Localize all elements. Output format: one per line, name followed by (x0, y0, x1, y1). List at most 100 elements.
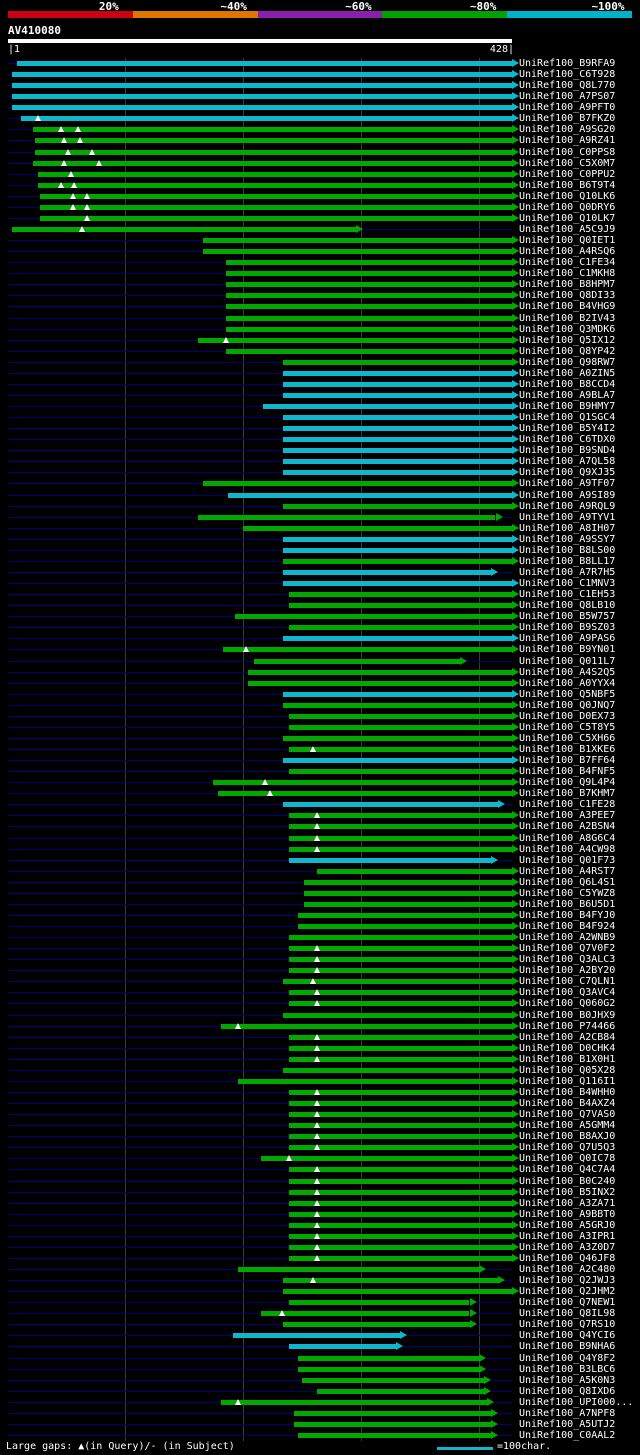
alignment-bar[interactable] (288, 1112, 512, 1118)
alignment-bar[interactable] (233, 1333, 400, 1339)
hit-label[interactable]: UniRef100_B7FKZ0 (519, 113, 616, 125)
alignment-bar[interactable] (288, 1123, 512, 1129)
hit-label[interactable]: UniRef100_Q98RW7 (519, 356, 616, 368)
alignment-bar[interactable] (288, 1300, 470, 1306)
hit-label[interactable]: UniRef100_B4WHH0 (519, 1087, 616, 1098)
hit-row[interactable]: UniRef100_B8LL17 (0, 556, 640, 567)
hit-row[interactable]: UniRef100_A7NPF8 (0, 1408, 640, 1419)
alignment-bar[interactable] (283, 437, 512, 443)
hit-label[interactable]: UniRef100_Q4YCI6 (519, 1330, 616, 1342)
alignment-bar[interactable] (301, 1377, 484, 1383)
hit-label[interactable]: UniRef100_A5GMM4 (519, 1120, 616, 1132)
hit-label[interactable]: UniRef100_Q8YP42 (519, 345, 616, 357)
hit-label[interactable]: UniRef100_A9BBT0 (519, 1208, 616, 1220)
hit-label[interactable]: UniRef100_Q8IXD6 (519, 1385, 616, 1397)
hit-label[interactable]: UniRef100_B0C240 (519, 1175, 616, 1187)
hit-row[interactable]: UniRef100_Q4C7A4 (0, 1164, 640, 1175)
hit-row[interactable]: UniRef100_C5XH66 (0, 733, 640, 744)
hit-row[interactable]: UniRef100_B4F924 (0, 921, 640, 932)
alignment-bar[interactable] (283, 979, 512, 985)
hit-label[interactable]: UniRef100_C5XH66 (519, 732, 616, 744)
alignment-bar[interactable] (288, 592, 512, 598)
alignment-bar[interactable] (283, 392, 512, 398)
hit-row[interactable]: UniRef100_Q3AVC4 (0, 987, 640, 998)
hit-label[interactable]: UniRef100_Q0IET1 (519, 235, 616, 246)
hit-row[interactable]: UniRef100_A2BY20 (0, 965, 640, 976)
hit-row[interactable]: UniRef100_A7PS07 (0, 91, 640, 102)
alignment-bar[interactable] (32, 127, 512, 133)
hit-label[interactable]: UniRef100_A4RST7 (519, 865, 616, 877)
hit-label[interactable]: UniRef100_D0EX73 (519, 710, 616, 722)
hit-label[interactable]: UniRef100_A0ZIN5 (519, 367, 616, 379)
alignment-bar[interactable] (226, 315, 512, 321)
alignment-bar[interactable] (304, 890, 512, 896)
alignment-bar[interactable] (283, 1278, 498, 1283)
hit-label[interactable]: UniRef100_A0YYX4 (519, 677, 616, 689)
hit-label[interactable]: UniRef100_A9TYV1 (519, 511, 616, 523)
alignment-bar[interactable] (283, 691, 512, 697)
hit-label[interactable]: UniRef100_Q46JF8 (519, 1252, 616, 1264)
hit-label[interactable]: UniRef100_C0PPU2 (519, 168, 616, 180)
hit-row[interactable]: UniRef100_A4CW98 (0, 844, 640, 855)
hit-label[interactable]: UniRef100_Q7V0F2 (519, 943, 616, 955)
alignment-bar[interactable] (39, 215, 512, 221)
alignment-bar[interactable] (288, 1178, 512, 1184)
alignment-bar[interactable] (288, 1001, 512, 1007)
alignment-bar[interactable] (35, 138, 512, 144)
hit-row[interactable]: UniRef100_Q7VAS0 (0, 1109, 640, 1120)
hit-label[interactable]: UniRef100_C6TDX0 (519, 434, 616, 446)
hit-label[interactable]: UniRef100_B4FNF5 (519, 766, 616, 778)
hit-label[interactable]: UniRef100_C1MKH8 (519, 268, 616, 280)
hit-label[interactable]: UniRef100_A4RSQ6 (519, 246, 616, 258)
hit-label[interactable]: UniRef100_B8HPM7 (519, 279, 616, 291)
alignment-bar[interactable] (293, 1410, 491, 1416)
alignment-bar[interactable] (283, 1012, 512, 1018)
hit-label[interactable]: UniRef100_Q7RS10 (519, 1319, 616, 1331)
hit-row[interactable]: UniRef100_Q9L4P4 (0, 777, 640, 788)
alignment-bar[interactable] (288, 935, 512, 941)
hit-row[interactable]: UniRef100_D0CHK4 (0, 1043, 640, 1054)
alignment-bar[interactable] (298, 1432, 491, 1438)
hit-row[interactable]: UniRef100_A2WNB9 (0, 932, 640, 943)
hit-label[interactable]: UniRef100_A9RZ41 (519, 135, 616, 147)
hit-row[interactable]: UniRef100_Q0JNQ7 (0, 700, 640, 711)
hit-row[interactable]: UniRef100_C6T928 (0, 69, 640, 80)
alignment-bar[interactable] (37, 182, 512, 188)
alignment-bar[interactable] (288, 1344, 397, 1350)
alignment-bar[interactable] (35, 149, 512, 155)
alignment-bar[interactable] (32, 160, 512, 166)
alignment-bar[interactable] (238, 1078, 512, 1084)
hit-row[interactable]: UniRef100_B8LS00 (0, 545, 640, 556)
hit-label[interactable]: UniRef100_D0CHK4 (519, 1042, 616, 1054)
hit-row[interactable]: UniRef100_Q7V0F2 (0, 943, 640, 954)
alignment-bar[interactable] (288, 1189, 512, 1195)
hit-row[interactable]: UniRef100_Q05X28 (0, 1065, 640, 1076)
alignment-bar[interactable] (288, 1255, 512, 1261)
hit-label[interactable]: UniRef100_C1MNV3 (519, 578, 616, 589)
hit-row[interactable]: UniRef100_Q5NBF5 (0, 689, 640, 700)
hit-row[interactable]: UniRef100_Q0IC78 (0, 1153, 640, 1164)
hit-row[interactable]: UniRef100_A9BLA7 (0, 390, 640, 401)
alignment-bar[interactable] (317, 868, 512, 874)
hit-row[interactable]: UniRef100_C1EH53 (0, 589, 640, 600)
alignment-bar[interactable] (283, 359, 512, 365)
hit-row[interactable]: UniRef100_Q98RW7 (0, 357, 640, 368)
alignment-bar[interactable] (238, 1267, 479, 1272)
alignment-bar[interactable] (298, 924, 512, 929)
hit-label[interactable]: UniRef100_Q1SGC4 (519, 412, 616, 423)
alignment-bar[interactable] (288, 1244, 512, 1250)
hit-row[interactable]: UniRef100_A9RZ41 (0, 135, 640, 146)
hit-label[interactable]: UniRef100_A7R7H5 (519, 566, 616, 578)
alignment-bar[interactable] (283, 758, 512, 763)
hit-row[interactable]: UniRef100_Q9XJ35 (0, 467, 640, 478)
hit-row[interactable]: UniRef100_A0ZIN5 (0, 368, 640, 379)
hit-row[interactable]: UniRef100_C1FE34 (0, 257, 640, 268)
hit-label[interactable]: UniRef100_Q7U5Q3 (519, 1142, 616, 1154)
alignment-bar[interactable] (247, 669, 512, 675)
hit-row[interactable]: UniRef100_A4S2Q5 (0, 667, 640, 678)
alignment-bar[interactable] (288, 1056, 512, 1062)
hit-label[interactable]: UniRef100_Q5NBF5 (519, 688, 616, 700)
hit-row[interactable]: UniRef100_Q10LK6 (0, 191, 640, 202)
hit-row[interactable]: UniRef100_Q7U5Q3 (0, 1142, 640, 1153)
hit-label[interactable]: UniRef100_A3Z0D7 (519, 1241, 616, 1253)
